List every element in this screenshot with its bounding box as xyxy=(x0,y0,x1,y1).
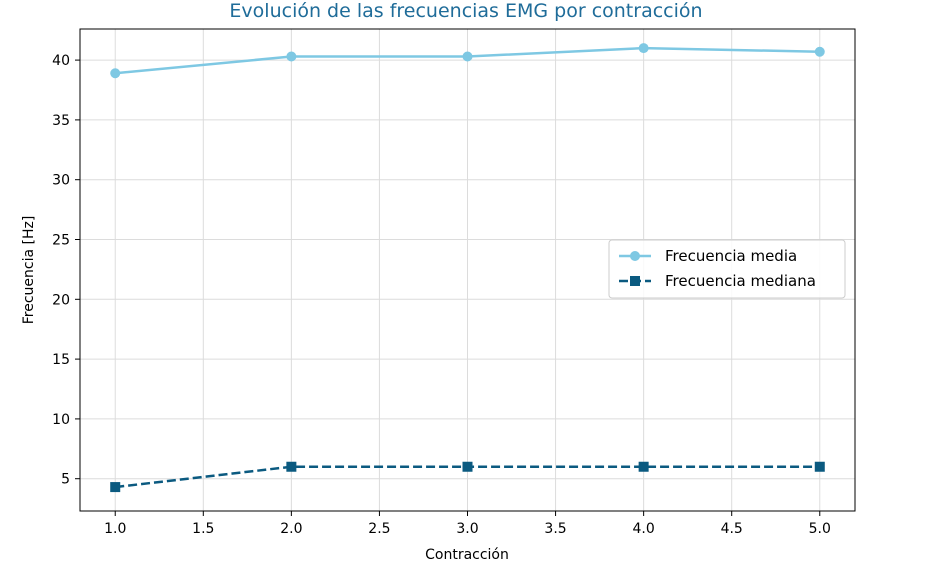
y-axis-label: Frecuencia [Hz] xyxy=(21,216,37,325)
y-tick-label: 20 xyxy=(52,292,70,308)
legend-marker-frecuencia-mediana xyxy=(630,276,640,286)
data-point-frecuencia-mediana xyxy=(110,482,121,493)
data-point-frecuencia-mediana xyxy=(814,461,825,472)
data-point-frecuencia-mediana xyxy=(286,461,297,472)
legend: Frecuencia media Frecuencia mediana xyxy=(608,239,846,299)
legend-label-frecuencia-mediana: Frecuencia mediana xyxy=(665,272,816,290)
series-layer xyxy=(110,43,825,493)
data-point-frecuencia-media xyxy=(286,51,297,62)
x-tick-label: 1.5 xyxy=(192,521,214,537)
legend-marker-frecuencia-media xyxy=(630,251,640,261)
chart-title: Evolución de las frecuencias EMG por con… xyxy=(229,0,702,22)
x-tick-label: 3.0 xyxy=(456,521,478,537)
y-tick-label: 15 xyxy=(52,352,70,368)
y-tick-label: 10 xyxy=(52,412,70,428)
data-point-frecuencia-media xyxy=(638,43,649,54)
x-tick-label: 2.0 xyxy=(280,521,302,537)
data-point-frecuencia-media xyxy=(110,68,121,79)
y-tick-label: 25 xyxy=(52,233,70,249)
axis-ticks: 1.0 1.5 2.0 2.5 3.0 3.5 4.0 4.5 5.0 5 10 15 20 25 30 35… xyxy=(52,53,831,537)
y-tick-label: 30 xyxy=(52,173,70,189)
x-axis-label: Contracción xyxy=(425,547,509,563)
data-point-frecuencia-media xyxy=(462,51,473,62)
y-tick-label: 5 xyxy=(61,472,70,488)
x-tick-label: 3.5 xyxy=(544,521,566,537)
y-tick-label: 40 xyxy=(52,53,70,69)
x-tick-label: 4.0 xyxy=(633,521,655,537)
x-tick-label: 2.5 xyxy=(368,521,390,537)
x-tick-label: 1.0 xyxy=(104,521,126,537)
y-tick-label: 35 xyxy=(52,113,70,129)
legend-box xyxy=(608,239,846,299)
data-point-frecuencia-mediana xyxy=(462,461,473,472)
x-tick-label: 5.0 xyxy=(809,521,831,537)
data-point-frecuencia-mediana xyxy=(638,461,649,472)
legend-label-frecuencia-media: Frecuencia media xyxy=(665,247,797,265)
x-tick-label: 4.5 xyxy=(721,521,743,537)
data-point-frecuencia-media xyxy=(814,46,825,57)
